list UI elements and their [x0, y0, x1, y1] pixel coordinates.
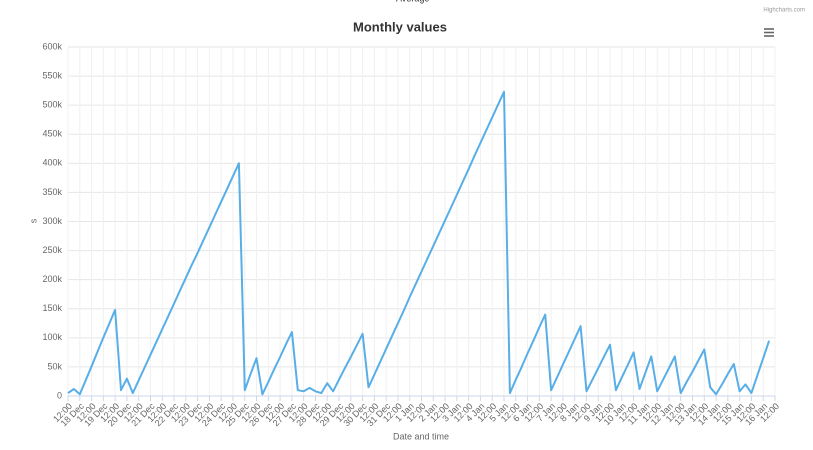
menu-button[interactable] [763, 27, 775, 39]
credits[interactable]: Highcharts.com [763, 8, 805, 14]
chart-title: Monthly values [353, 19, 447, 34]
y-tick-label: 600k [42, 41, 62, 51]
y-axis-title: s [28, 218, 38, 223]
legend-label: Average [396, 0, 429, 3]
y-tick-label: 550k [42, 70, 62, 80]
y-tick-label: 100k [42, 332, 62, 342]
y-tick-label: 0 [57, 390, 62, 400]
y-tick-label: 150k [42, 303, 62, 313]
y-tick-label: 300k [42, 216, 62, 226]
x-axis-title: Date and time [393, 431, 449, 441]
y-tick-label: 450k [42, 129, 62, 139]
y-tick-label: 500k [42, 100, 62, 110]
y-tick-label: 350k [42, 187, 62, 197]
y-tick-label: 400k [42, 158, 62, 168]
line-series [67, 90, 771, 396]
y-tick-label: 250k [42, 245, 62, 255]
y-tick-label: 50k [47, 361, 62, 371]
y-tick-label: 200k [42, 274, 62, 284]
